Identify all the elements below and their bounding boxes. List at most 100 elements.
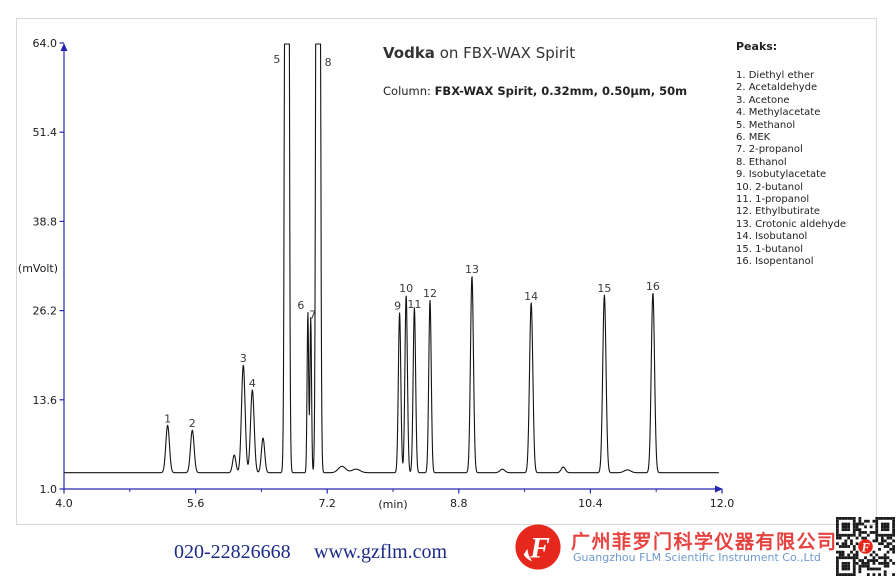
website-link[interactable]: www.gzflm.com	[314, 541, 448, 563]
qr-module	[852, 547, 856, 551]
qr-module	[852, 573, 856, 576]
qr-module	[836, 556, 839, 560]
qr-module	[875, 559, 879, 562]
qr-module	[855, 553, 859, 557]
qr-module	[847, 553, 851, 557]
peak-label-8: 8	[325, 56, 332, 69]
qr-module	[847, 561, 851, 565]
qr-center-letter: F	[861, 540, 871, 554]
qr-module	[850, 533, 853, 537]
qr-module	[841, 545, 845, 548]
qr-module	[841, 525, 845, 529]
qr-module	[889, 533, 893, 537]
peak-list-item: 3. Acetone	[736, 94, 790, 106]
qr-module	[892, 573, 895, 576]
qr-module	[875, 522, 879, 526]
qr-module	[850, 517, 853, 520]
qr-module	[836, 522, 839, 526]
qr-module	[880, 539, 884, 543]
qr-module	[875, 539, 879, 543]
column-label: Column:	[383, 84, 435, 98]
qr-module	[878, 561, 881, 565]
qr-module	[892, 525, 895, 529]
y-axis-arrow	[60, 43, 68, 51]
qr-module	[883, 545, 887, 548]
peak-label-5: 5	[273, 53, 280, 66]
qr-module	[841, 573, 845, 576]
qr-module	[883, 570, 887, 574]
qr-module	[841, 556, 845, 560]
qr-module	[878, 567, 881, 571]
qr-module	[852, 561, 856, 565]
qr-module	[861, 564, 865, 568]
peak-list-item: 7. 2-propanol	[736, 144, 803, 156]
qr-module	[844, 522, 848, 526]
svg-text:F: F	[529, 532, 550, 565]
qr-module	[892, 539, 895, 543]
qr-module	[889, 542, 893, 546]
qr-module	[841, 561, 845, 565]
qr-module	[850, 539, 853, 543]
qr-code: F	[836, 517, 895, 576]
qr-module	[838, 553, 842, 557]
qr-module	[880, 522, 884, 526]
qr-module	[855, 528, 859, 532]
peak-list-item: 13. Crotonic aldehyde	[736, 218, 847, 230]
peak-label-14: 14	[524, 290, 538, 303]
qr-module	[883, 556, 887, 560]
qr-module	[855, 536, 859, 540]
qr-module	[836, 517, 839, 520]
qr-module	[836, 561, 839, 565]
qr-module	[861, 559, 865, 562]
qr-module	[875, 567, 879, 571]
qr-module	[892, 533, 895, 537]
qr-module	[892, 517, 895, 520]
qr-module	[836, 550, 839, 554]
qr-module	[836, 536, 839, 540]
qr-module	[892, 545, 895, 548]
qr-module	[852, 545, 856, 548]
x-axis-unit-label: (min)	[378, 498, 407, 511]
qr-module	[838, 545, 842, 548]
qr-module	[878, 573, 881, 576]
qr-module	[892, 550, 895, 554]
qr-module	[836, 573, 839, 576]
y-tick-label: 51.4	[33, 126, 58, 139]
qr-module	[864, 536, 867, 540]
qr-module	[844, 556, 848, 560]
qr-module	[869, 531, 873, 534]
qr-module	[836, 559, 839, 562]
column-value: FBX-WAX Spirit, 0.32mm, 0.50μm, 50m	[434, 84, 688, 98]
chart-title-sample: Vodka	[383, 44, 435, 62]
qr-module	[841, 542, 845, 546]
x-tick-label: 10.4	[578, 497, 603, 510]
qr-module	[855, 542, 859, 546]
qr-module	[847, 564, 851, 568]
qr-module	[855, 525, 859, 529]
qr-module	[841, 528, 845, 532]
qr-module	[878, 556, 881, 560]
qr-module	[883, 553, 887, 557]
qr-module	[878, 533, 881, 537]
qr-center-logo	[858, 539, 873, 554]
qr-module	[864, 556, 867, 560]
qr-module	[852, 567, 856, 571]
qr-module	[844, 533, 848, 537]
qr-module	[852, 517, 856, 520]
qr-module	[886, 522, 890, 526]
qr-module	[836, 525, 839, 529]
x-axis-arrow	[715, 485, 723, 493]
qr-module	[861, 531, 865, 534]
qr-module	[869, 559, 873, 562]
qr-module	[858, 522, 862, 526]
qr-module	[883, 517, 887, 520]
peak-label-2: 2	[189, 417, 196, 430]
qr-module	[883, 573, 887, 576]
qr-module	[886, 517, 890, 520]
qr-module	[892, 547, 895, 551]
qr-module	[875, 517, 879, 520]
qr-module	[864, 561, 867, 565]
qr-module	[838, 556, 842, 560]
qr-module	[844, 525, 848, 529]
